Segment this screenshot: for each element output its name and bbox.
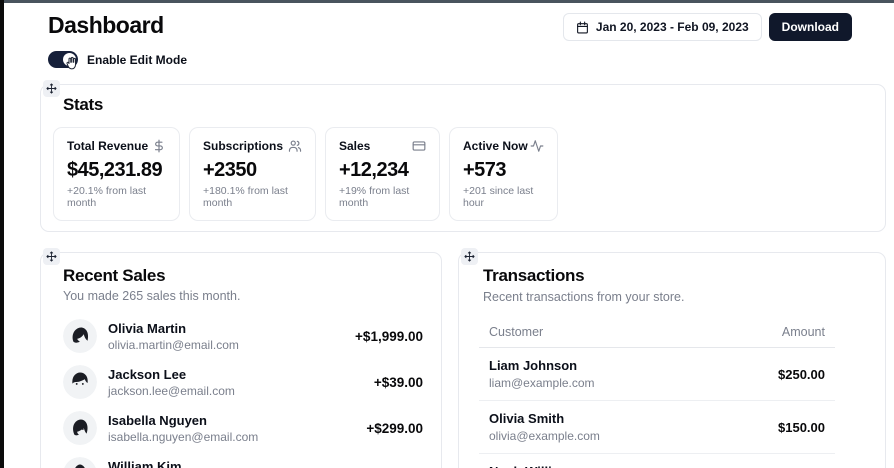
recent-sales-heading: Recent Sales [63, 266, 166, 285]
transactions-table: Customer Amount Liam Johnson liam@exampl… [479, 319, 835, 468]
stat-value: +2350 [203, 159, 257, 181]
hand-cursor-icon [66, 56, 76, 70]
stat-label: Total Revenue [67, 139, 149, 153]
transactions-heading: Transactions [483, 266, 585, 285]
page-title: Dashboard [48, 12, 164, 38]
dollar-sign-icon [154, 139, 163, 153]
customer-name: Jackson Lee [108, 366, 187, 382]
sale-amount: +$99.00 [374, 467, 423, 468]
window-left-edge [0, 0, 4, 468]
table-row: Olivia Smith olivia@example.com $150.00 [479, 401, 835, 454]
customer-name: Isabella Nguyen [108, 412, 207, 428]
recent-sales-section: Recent Sales You made 265 sales this mon… [40, 248, 442, 468]
customer-name: Olivia Martin [108, 320, 187, 336]
column-header-amount: Amount [781, 325, 825, 339]
stats-section: Stats Total Revenue $45,231.89 +20.1% fr… [40, 80, 886, 232]
customer-name: Olivia Smith [489, 411, 565, 426]
sale-amount: +$1,999.00 [355, 328, 423, 344]
transactions-subtitle: Recent transactions from your store. [483, 290, 685, 304]
stat-label: Sales [339, 139, 371, 153]
stat-value: +573 [463, 159, 507, 181]
customer-name: Liam Johnson [489, 358, 578, 373]
transaction-amount: $150.00 [778, 419, 825, 435]
stat-value: +12,234 [339, 159, 409, 181]
list-item: William Kim will@email.com +$99.00 [63, 451, 423, 468]
customer-name: William Kim [108, 458, 182, 468]
stat-change: +19% from last month [339, 185, 410, 209]
sale-amount: +$39.00 [373, 374, 423, 390]
stat-change: +20.1% from last month [67, 185, 147, 209]
avatar [64, 457, 96, 468]
header-actions: Jan 20, 2023 - Feb 09, 2023 Download [562, 13, 852, 41]
avatar [63, 319, 97, 353]
edit-mode-toggle[interactable] [48, 51, 78, 70]
date-range-picker[interactable]: Jan 20, 2023 - Feb 09, 2023 [562, 13, 762, 41]
activity-icon [530, 140, 544, 152]
customer-name: Noah Williams [489, 464, 599, 468]
customer-email: isabella.nguyen@email.com [108, 429, 259, 444]
stat-grid: Total Revenue $45,231.89 +20.1% from las… [53, 127, 558, 221]
stat-change: +180.1% from last month [203, 185, 288, 209]
download-button[interactable]: Download [768, 13, 852, 41]
stats-heading: Stats [63, 95, 104, 114]
avatar [63, 365, 97, 399]
stat-change: +201 since last hour [463, 185, 534, 209]
table-row: Noah Williams noah@example.com $350.00 [479, 454, 835, 468]
recent-sales-list: Olivia Martin olivia.martin@email.com +$… [63, 313, 423, 468]
recent-sales-drag-handle[interactable] [43, 248, 60, 265]
recent-sales-subtitle: You made 265 sales this month. [63, 289, 241, 303]
stat-card-subscriptions: Subscriptions +2350 +180.1% from last mo… [189, 127, 316, 221]
transactions-section: Transactions Recent transactions from yo… [458, 248, 886, 468]
stat-card-active-now: Active Now +573 +201 since last hour [449, 127, 558, 221]
edit-mode-label: Enable Edit Mode [87, 52, 188, 67]
list-item: Olivia Martin olivia.martin@email.com +$… [63, 313, 423, 359]
stat-label: Subscriptions [203, 139, 284, 153]
stat-card-total-revenue: Total Revenue $45,231.89 +20.1% from las… [53, 127, 180, 221]
table-row: Liam Johnson liam@example.com $250.00 [479, 348, 835, 401]
credit-card-icon [412, 141, 426, 151]
customer-email: jackson.lee@email.com [108, 383, 235, 398]
calendar-icon [576, 21, 588, 33]
move-icon [46, 83, 57, 94]
stats-drag-handle[interactable] [43, 80, 60, 97]
customer-email: liam@example.com [489, 376, 595, 390]
customer-email: olivia@example.com [489, 429, 600, 443]
customer-email: olivia.martin@email.com [108, 337, 239, 352]
edit-mode-row: Enable Edit Mode [48, 51, 188, 70]
sale-amount: +$299.00 [366, 420, 423, 436]
list-item: Jackson Lee jackson.lee@email.com +$39.0… [63, 359, 423, 405]
column-header-customer: Customer [489, 325, 544, 339]
avatar [63, 411, 97, 445]
stat-value: $45,231.89 [67, 159, 163, 181]
list-item: Isabella Nguyen isabella.nguyen@email.co… [63, 405, 423, 451]
users-icon [288, 140, 302, 152]
transaction-amount: $250.00 [778, 366, 825, 382]
stat-label: Active Now [463, 139, 528, 153]
date-range-label: Jan 20, 2023 - Feb 09, 2023 [595, 20, 749, 34]
move-icon [46, 251, 57, 262]
transactions-drag-handle[interactable] [461, 248, 478, 265]
stat-card-sales: Sales +12,234 +19% from last month [325, 127, 440, 221]
move-icon [464, 251, 475, 262]
table-header-row: Customer Amount [479, 319, 835, 348]
window-top-edge [0, 0, 894, 3]
